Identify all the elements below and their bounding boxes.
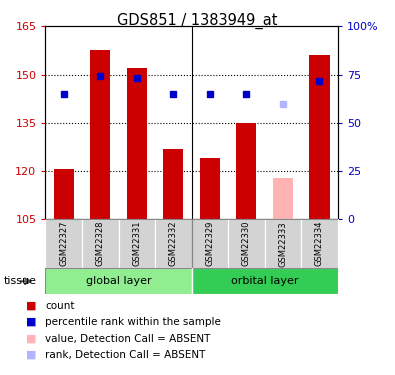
Text: ■: ■ <box>26 301 37 310</box>
Bar <box>192 268 338 294</box>
Bar <box>200 158 220 219</box>
Text: GSM22328: GSM22328 <box>96 221 105 267</box>
Bar <box>301 219 338 268</box>
Text: GSM22333: GSM22333 <box>278 221 288 267</box>
Bar <box>82 219 118 268</box>
Text: tissue: tissue <box>4 276 37 286</box>
Bar <box>309 55 329 219</box>
Text: percentile rank within the sample: percentile rank within the sample <box>45 317 221 327</box>
Text: rank, Detection Call = ABSENT: rank, Detection Call = ABSENT <box>45 350 206 360</box>
Bar <box>163 148 183 219</box>
Text: count: count <box>45 301 75 310</box>
Bar <box>90 50 110 219</box>
Bar <box>155 219 192 268</box>
Bar <box>273 177 293 219</box>
Bar <box>228 219 265 268</box>
Bar <box>236 123 256 219</box>
Bar <box>127 68 147 219</box>
Bar <box>265 219 301 268</box>
Text: value, Detection Call = ABSENT: value, Detection Call = ABSENT <box>45 334 211 344</box>
Text: ■: ■ <box>26 334 37 344</box>
Text: GSM22334: GSM22334 <box>315 221 324 267</box>
Bar <box>192 219 228 268</box>
Text: GSM22327: GSM22327 <box>59 221 68 267</box>
Text: global layer: global layer <box>86 276 151 286</box>
Text: GDS851 / 1383949_at: GDS851 / 1383949_at <box>117 13 278 29</box>
Text: GSM22332: GSM22332 <box>169 221 178 267</box>
Bar <box>45 268 192 294</box>
Text: orbital layer: orbital layer <box>231 276 298 286</box>
Bar <box>118 219 155 268</box>
Text: GSM22331: GSM22331 <box>132 221 141 267</box>
Text: GSM22330: GSM22330 <box>242 221 251 267</box>
Text: ■: ■ <box>26 350 37 360</box>
Bar <box>54 170 74 219</box>
Text: GSM22329: GSM22329 <box>205 221 214 266</box>
Text: ■: ■ <box>26 317 37 327</box>
Bar <box>45 219 82 268</box>
